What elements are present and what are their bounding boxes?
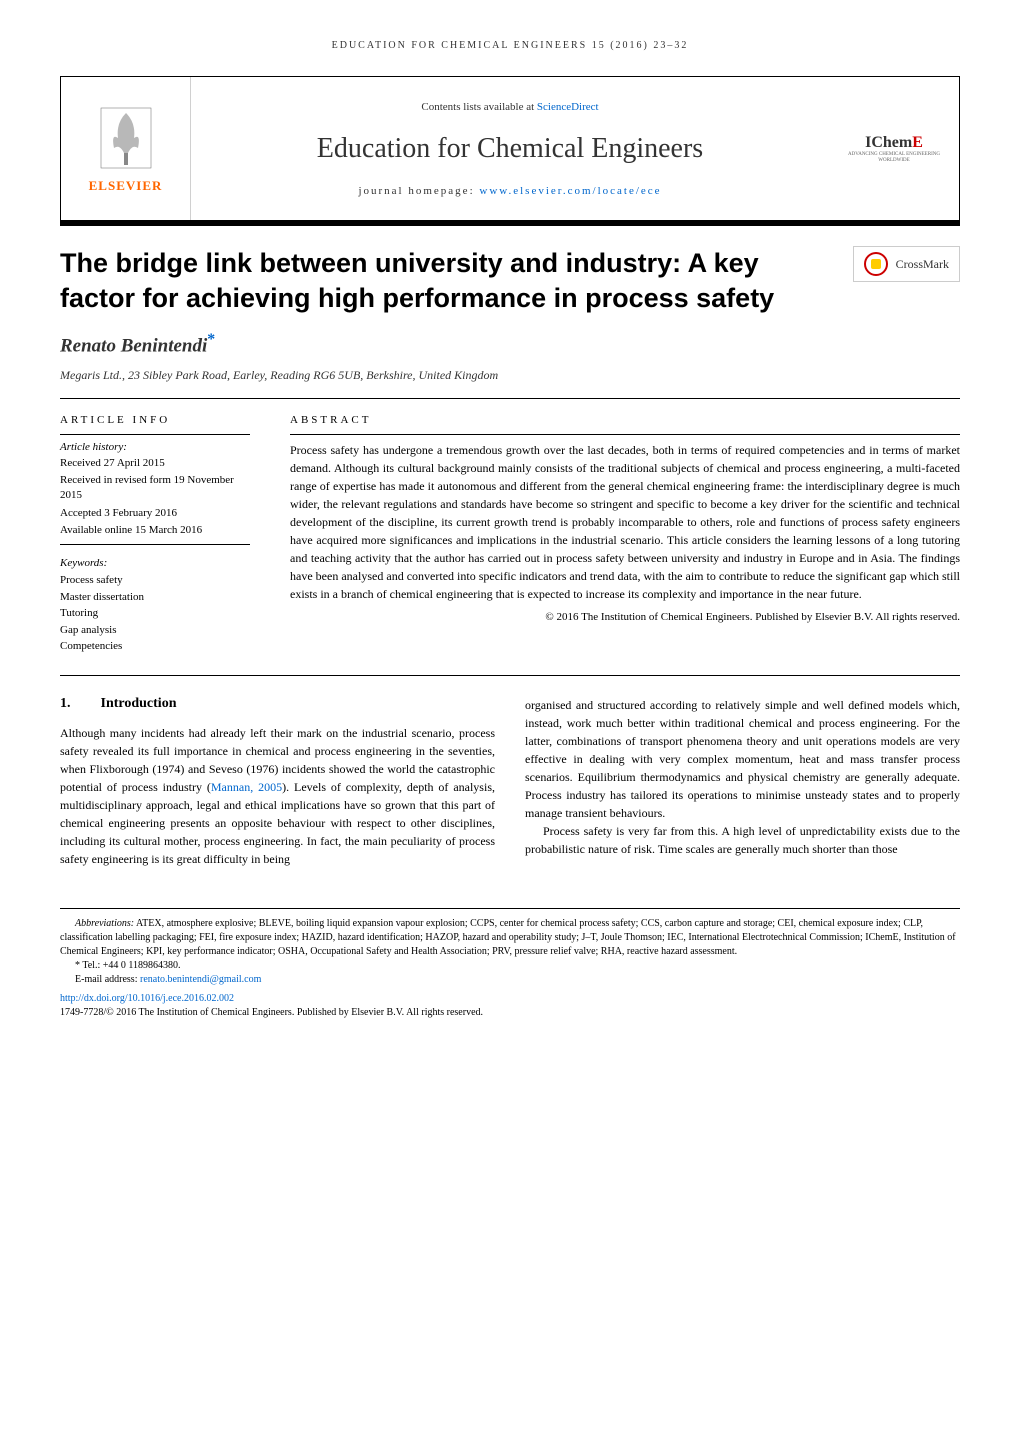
elsevier-tree-icon	[96, 103, 156, 173]
info-abstract-row: ARTICLE INFO Article history: Received 2…	[60, 414, 960, 655]
abstract-section: ABSTRACT Process safety has undergone a …	[290, 414, 960, 655]
abstract-divider	[290, 434, 960, 435]
keyword-item: Gap analysis	[60, 622, 250, 639]
body-text: Although many incidents had already left…	[60, 724, 495, 868]
section-title: Introduction	[101, 696, 177, 711]
abbrev-label: Abbreviations:	[75, 918, 134, 929]
homepage-prefix: journal homepage:	[358, 185, 479, 197]
sciencedirect-link[interactable]: ScienceDirect	[537, 101, 599, 113]
body-columns: 1. Introduction Although many incidents h…	[60, 696, 960, 868]
history-item: Available online 15 March 2016	[60, 523, 250, 538]
doi-link[interactable]: http://dx.doi.org/10.1016/j.ece.2016.02.…	[60, 993, 234, 1004]
title-row: The bridge link between university and i…	[60, 246, 960, 316]
section-number: 1.	[60, 696, 71, 711]
abstract-heading: ABSTRACT	[290, 414, 960, 426]
icheme-sub: ADVANCING CHEMICAL ENGINEERING WORLDWIDE	[839, 152, 949, 163]
keywords-label: Keywords:	[60, 557, 250, 569]
body-text: organised and structured according to re…	[525, 696, 960, 858]
icheme-text: IChemE	[865, 134, 923, 151]
abbreviations-line: Abbreviations: ATEX, atmosphere explosiv…	[60, 917, 960, 959]
doi-line: http://dx.doi.org/10.1016/j.ece.2016.02.…	[60, 992, 960, 1006]
keyword-item: Competencies	[60, 638, 250, 655]
section-heading: 1. Introduction	[60, 696, 495, 712]
article-info: ARTICLE INFO Article history: Received 2…	[60, 414, 250, 655]
icheme-logo: IChemE ADVANCING CHEMICAL ENGINEERING WO…	[829, 77, 959, 220]
paragraph: Although many incidents had already left…	[60, 724, 495, 868]
elsevier-text: ELSEVIER	[89, 178, 163, 194]
article-title: The bridge link between university and i…	[60, 246, 833, 316]
homepage-link[interactable]: www.elsevier.com/locate/ece	[479, 185, 661, 197]
email-prefix: E-mail address:	[75, 974, 140, 985]
elsevier-logo: ELSEVIER	[61, 77, 191, 220]
email-link[interactable]: renato.benintendi@gmail.com	[140, 974, 261, 985]
journal-header: ELSEVIER Contents lists available at Sci…	[60, 76, 960, 226]
footer-section: Abbreviations: ATEX, atmosphere explosiv…	[60, 908, 960, 1020]
keyword-item: Process safety	[60, 572, 250, 589]
paragraph: Process safety is very far from this. A …	[525, 822, 960, 858]
info-heading: ARTICLE INFO	[60, 414, 250, 426]
keyword-item: Master dissertation	[60, 589, 250, 606]
tel-line: * Tel.: +44 0 1189864380.	[60, 959, 960, 973]
contents-prefix: Contents lists available at	[421, 101, 536, 113]
full-divider	[60, 675, 960, 676]
abstract-text: Process safety has undergone a tremendou…	[290, 441, 960, 603]
crossmark-text: CrossMark	[896, 257, 949, 272]
info-divider	[60, 434, 250, 435]
author-name: Renato Benintendi*	[60, 331, 960, 357]
paragraph: organised and structured according to re…	[525, 696, 960, 822]
journal-homepage-line: journal homepage: www.elsevier.com/locat…	[211, 185, 809, 197]
header-middle: Contents lists available at ScienceDirec…	[191, 91, 829, 207]
citation-link[interactable]: Mannan, 2005	[211, 780, 282, 794]
journal-name: Education for Chemical Engineers	[211, 133, 809, 165]
abstract-copyright: © 2016 The Institution of Chemical Engin…	[290, 611, 960, 623]
crossmark-badge[interactable]: CrossMark	[853, 246, 960, 282]
author-asterisk: *	[207, 331, 215, 348]
history-item: Received 27 April 2015	[60, 456, 250, 471]
tel-number: +44 0 1189864380.	[103, 960, 181, 971]
running-header: EDUCATION FOR CHEMICAL ENGINEERS 15 (201…	[60, 40, 960, 51]
info-divider	[60, 544, 250, 545]
crossmark-icon	[864, 252, 888, 276]
body-col-left: 1. Introduction Although many incidents h…	[60, 696, 495, 868]
bottom-copyright: 1749-7728/© 2016 The Institution of Chem…	[60, 1006, 960, 1020]
body-col-right: organised and structured according to re…	[525, 696, 960, 868]
tel-prefix: * Tel.:	[75, 960, 103, 971]
email-line: E-mail address: renato.benintendi@gmail.…	[60, 973, 960, 987]
keyword-item: Tutoring	[60, 605, 250, 622]
history-item: Received in revised form 19 November 201…	[60, 473, 250, 504]
affiliation: Megaris Ltd., 23 Sibley Park Road, Earle…	[60, 368, 960, 383]
history-label: Article history:	[60, 441, 250, 453]
contents-link-line: Contents lists available at ScienceDirec…	[211, 101, 809, 113]
abbrev-text: ATEX, atmosphere explosive; BLEVE, boili…	[60, 918, 956, 957]
divider	[60, 398, 960, 399]
history-item: Accepted 3 February 2016	[60, 506, 250, 521]
